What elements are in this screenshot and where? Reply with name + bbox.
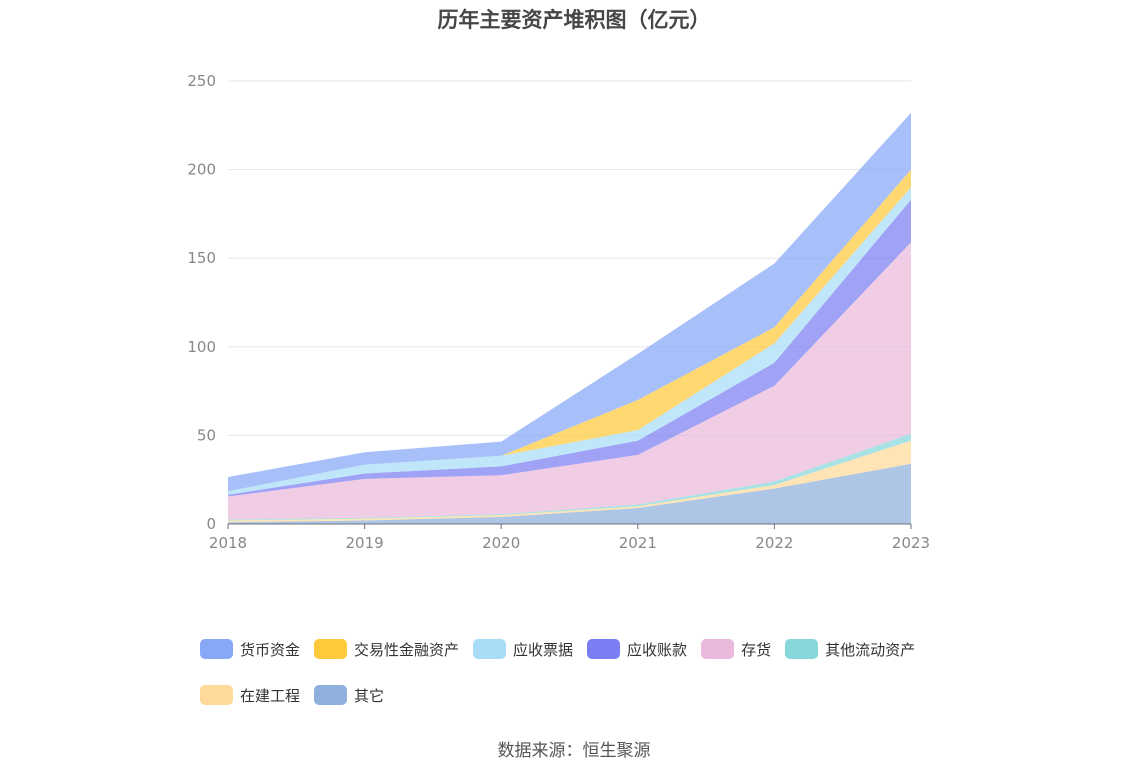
x-tick-label: 2020	[482, 534, 520, 552]
y-tick-label: 50	[197, 426, 216, 444]
legend-swatch	[785, 639, 819, 659]
legend-swatch	[314, 639, 348, 659]
y-tick-label: 150	[187, 249, 216, 267]
x-tick-label: 2018	[209, 534, 247, 552]
legend-swatch	[701, 639, 735, 659]
legend-swatch	[587, 639, 621, 659]
area-series-6	[228, 169, 911, 492]
legend-item[interactable]: 应收票据	[473, 638, 573, 660]
axes: 0 50 100 150 200 250 2018 2019 2020 2021 2022 2023	[187, 72, 930, 552]
y-tick-label: 200	[187, 161, 216, 179]
legend-label: 应收票据	[513, 640, 574, 659]
legend-swatch	[314, 685, 348, 705]
area-series-7	[228, 112, 911, 492]
legend-item[interactable]: 货币资金	[200, 638, 300, 660]
area-series-3	[228, 242, 911, 520]
legend-item[interactable]: 存货	[701, 638, 771, 660]
legend-item[interactable]: 其他流动资产	[785, 638, 915, 660]
legend-item[interactable]: 其它	[314, 684, 384, 706]
legend-label: 货币资金	[240, 640, 301, 659]
legend-label: 存货	[741, 640, 772, 659]
legend-label: 在建工程	[240, 686, 301, 705]
x-tick-label: 2019	[346, 534, 384, 552]
legend-label: 应收账款	[627, 640, 688, 659]
area-series	[228, 112, 911, 524]
chart-title: 历年主要资产堆积图（亿元）	[437, 8, 711, 32]
legend-label: 交易性金融资产	[354, 640, 460, 659]
x-tick-label: 2021	[619, 534, 657, 552]
legend-swatch	[200, 639, 233, 659]
y-tick-label: 250	[187, 72, 216, 90]
legend-label: 其他流动资产	[825, 640, 916, 659]
y-tick-label: 0	[206, 515, 216, 533]
legend-swatch	[473, 639, 507, 659]
x-tick-label: 2022	[755, 534, 793, 552]
legend-item[interactable]: 在建工程	[200, 684, 300, 706]
legend-label: 其它	[354, 686, 385, 705]
area-series-0	[228, 463, 911, 524]
legend-swatch	[200, 685, 233, 705]
y-tick-label: 100	[187, 338, 216, 356]
x-tick-label: 2023	[892, 534, 930, 552]
data-source: 数据来源：恒生聚源	[497, 741, 651, 761]
legend-item[interactable]: 应收账款	[587, 638, 687, 660]
legend: 货币资金 交易性金融资产 应收票据 应收账款 存货 其他流动资产在建工程 其它	[200, 638, 980, 706]
legend-item[interactable]: 交易性金融资产	[314, 638, 459, 660]
